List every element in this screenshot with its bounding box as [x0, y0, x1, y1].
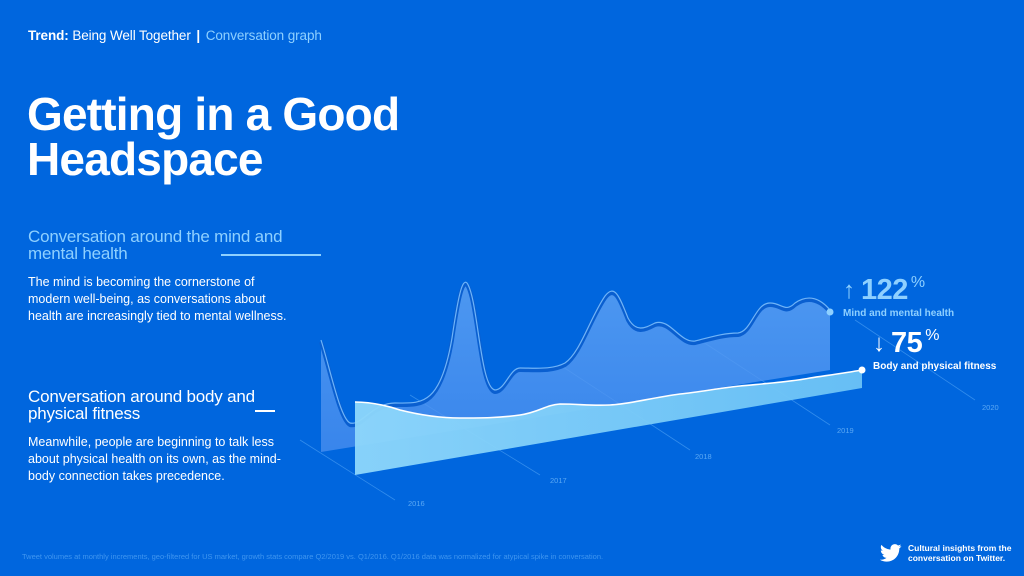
year-label-2019: 2019 [837, 426, 854, 435]
trend-name: Being Well Together [72, 28, 191, 43]
stat-body-row: ↓ 75 % [873, 327, 996, 359]
stat-mind-label: Mind and mental health [843, 308, 955, 319]
section-mind: Conversation around the mind and mental … [28, 227, 321, 325]
arrow-up-icon: ↑ [843, 277, 855, 304]
section-body-heading: Conversation around body and physical fi… [28, 388, 308, 422]
mind-series-area [321, 284, 830, 452]
section-body-rule [255, 410, 275, 412]
year-labels: 2016 2017 2018 2019 2020 [408, 403, 999, 508]
axis-line-2016 [299, 439, 396, 501]
body-series-area [355, 370, 862, 475]
mind-series-line [319, 282, 832, 428]
section-mind-text: The mind is becoming the cornerstone of … [28, 275, 287, 323]
brand-footer: Cultural insights from the conversation … [880, 543, 1024, 563]
axis-line-2020 [854, 319, 976, 401]
stat-body-unit: % [925, 327, 940, 344]
header-eyebrow: Trend: Being Well Together | Conversatio… [28, 28, 322, 43]
stat-body: ↓ 75 % Body and physical fitness [873, 327, 997, 373]
body-series-endpoint [858, 366, 866, 374]
section-body-heading-text: Conversation around body and physical fi… [28, 387, 255, 423]
twitter-bird-icon [880, 544, 902, 562]
stat-body-value: 75 [891, 327, 923, 359]
section-body-text: Meanwhile, people are beginning to talk … [28, 435, 281, 483]
section-body: Conversation around body and physical fi… [28, 388, 308, 485]
footnote: Tweet volumes at monthly increments, geo… [22, 552, 604, 561]
header-subtitle: Conversation graph [205, 28, 322, 43]
section-mind-heading-text: Conversation around the mind and mental … [28, 227, 283, 263]
body-series-line [354, 369, 863, 419]
year-label-2018: 2018 [695, 452, 712, 461]
header-separator: | [196, 28, 201, 43]
brand-text: Cultural insights from the conversation … [908, 543, 1012, 563]
page-title: Getting in a Good Headspace [27, 88, 400, 185]
stat-mind-value: 122 [861, 274, 908, 306]
year-label-2017: 2017 [550, 476, 567, 485]
section-mind-heading: Conversation around the mind and mental … [28, 227, 321, 263]
trend-label: Trend: [28, 28, 69, 43]
section-mind-rule [221, 254, 321, 256]
stat-mind-unit: % [910, 274, 926, 291]
year-label-2020: 2020 [982, 403, 999, 412]
stat-mind-row: ↑ 122 % [843, 274, 954, 306]
year-label-2016: 2016 [408, 499, 425, 508]
stat-body-label: Body and physical fitness [873, 361, 997, 372]
stat-mind: ↑ 122 % Mind and mental health [843, 274, 955, 320]
mind-series-endpoint [826, 308, 834, 316]
arrow-down-icon: ↓ [873, 330, 885, 357]
mind-series-highlight [320, 281, 831, 424]
